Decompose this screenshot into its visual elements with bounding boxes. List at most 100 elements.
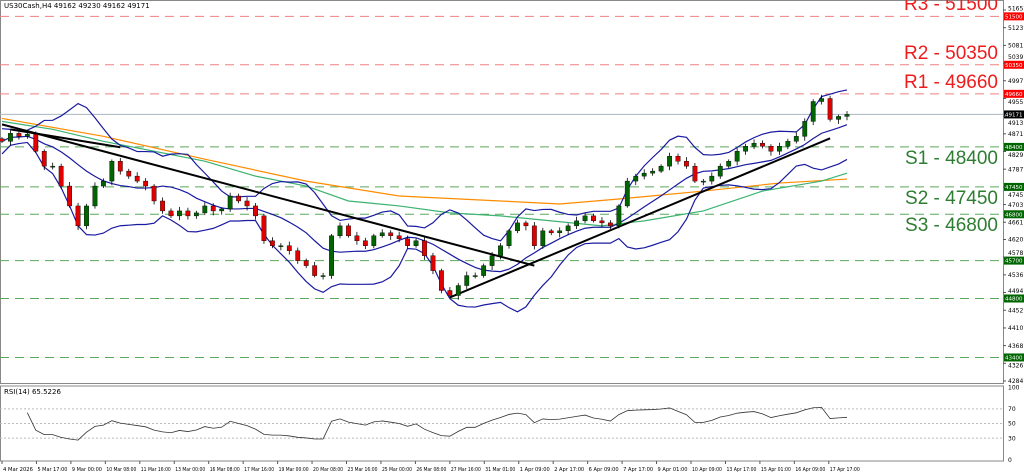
- candle-bullish: [717, 165, 723, 177]
- level-tag-label: 50350: [1005, 63, 1023, 69]
- candle-bullish: [777, 146, 782, 152]
- candle-bullish: [320, 275, 326, 277]
- candle-bullish: [371, 235, 377, 246]
- candle-bearish: [58, 165, 64, 187]
- candle-bearish: [531, 225, 537, 246]
- level-tag-label: 48400: [1005, 145, 1023, 151]
- level-label-r2: R2 - 50350: [903, 42, 998, 64]
- level-tag: [1004, 12, 1024, 21]
- candle-bullish: [726, 160, 732, 167]
- y-tick-label: 51231: [1008, 25, 1024, 32]
- candle-bullish: [582, 215, 588, 222]
- candle-bullish: [641, 172, 647, 177]
- level-label-s2: S2 - 47450: [905, 187, 998, 209]
- candle-bearish: [160, 200, 165, 212]
- candle-bullish: [709, 175, 715, 182]
- x-tick-label: 17 Mar 16:00: [244, 467, 274, 473]
- level-tag-label: 49660: [1005, 92, 1023, 98]
- candle-bearish: [354, 235, 360, 241]
- candle-bullish: [413, 240, 419, 246]
- level-tag: [1004, 210, 1024, 219]
- x-tick-label: 7 Apr 17:00: [623, 467, 653, 473]
- candle-bearish: [599, 220, 605, 224]
- candle-bearish: [388, 232, 394, 237]
- x-tick-label: 16 Mar 08:00: [210, 467, 240, 473]
- candle-bearish: [295, 250, 301, 261]
- x-tick-label: 9 Apr 01:00: [658, 467, 688, 473]
- candle-bullish: [227, 195, 233, 210]
- x-tick-label: 16 Apr 09:00: [795, 467, 825, 473]
- candle-bullish: [481, 265, 487, 276]
- level-tag: [1004, 89, 1024, 98]
- rsi-tick-label: 0: [1008, 457, 1012, 464]
- level-tag: [1004, 353, 1024, 362]
- x-tick-label: 31 Mar 01:00: [485, 467, 515, 473]
- candle-bearish: [0, 138, 5, 142]
- x-tick-label: 23 Mar 16:00: [348, 467, 378, 473]
- candle-bullish: [650, 170, 656, 174]
- candle-bullish: [751, 143, 757, 147]
- candle-bearish: [236, 195, 241, 202]
- y-tick-label: 45361: [1008, 272, 1024, 279]
- y-tick-label: 49551: [1008, 99, 1024, 106]
- candle-bearish: [143, 180, 149, 187]
- candle-bearish: [447, 290, 453, 296]
- candle-bullish: [329, 235, 334, 276]
- candle-bearish: [768, 146, 774, 152]
- candle-bullish: [472, 275, 478, 277]
- candle-bullish: [278, 245, 284, 247]
- candle-bullish: [50, 165, 56, 168]
- candle-bullish: [92, 185, 98, 207]
- level-tag-label: 44800: [1005, 297, 1023, 303]
- candle-bullish: [844, 114, 850, 117]
- candle-bearish: [244, 200, 250, 207]
- candle-bearish: [117, 160, 123, 172]
- y-tick-label: 50811: [1008, 43, 1024, 50]
- x-tick-label: 4 Mar 2026: [3, 467, 33, 473]
- y-tick-label: 49131: [1008, 120, 1024, 127]
- candle-bearish: [134, 175, 140, 182]
- rsi-tick-label: 70: [1008, 406, 1016, 413]
- candle-bearish: [303, 260, 309, 266]
- level-tag-label: 47450: [1005, 185, 1023, 191]
- y-tick-label: 44521: [1008, 307, 1024, 314]
- candle-bearish: [75, 205, 81, 227]
- candle-bullish: [109, 160, 115, 182]
- candle-bearish: [286, 245, 292, 251]
- x-tick-label: 5 Mar 17:00: [37, 467, 67, 473]
- x-tick-label: 9 Mar 00:00: [72, 467, 102, 473]
- candle-bullish: [202, 205, 208, 214]
- candle-bullish: [489, 255, 495, 266]
- candle-bullish: [624, 180, 630, 207]
- candle-bullish: [540, 230, 546, 246]
- ma-orange-line: [1, 117, 848, 205]
- candle-bullish: [8, 133, 13, 142]
- y-tick-label: 44101: [1008, 325, 1024, 332]
- candle-bearish: [312, 265, 318, 276]
- candle-bearish: [185, 210, 191, 217]
- x-tick-label: 13 Mar 00:00: [175, 467, 205, 473]
- candle-bullish: [515, 222, 520, 232]
- candle-bearish: [760, 143, 765, 147]
- x-tick-label: 13 Apr 17:00: [726, 467, 756, 473]
- candle-bullish: [464, 275, 470, 286]
- trendline: [449, 137, 831, 299]
- level-tag-label: 46800: [1005, 212, 1023, 218]
- candle-bearish: [827, 98, 833, 120]
- candle-bullish: [455, 285, 461, 296]
- current-price-tag-label: 49171: [1005, 112, 1023, 118]
- level-tag: [1004, 182, 1024, 191]
- level-tag-label: 51500: [1005, 14, 1023, 20]
- candle-bearish: [523, 222, 529, 227]
- candle-bullish: [616, 205, 622, 227]
- candle-bullish: [24, 134, 30, 137]
- candle-bearish: [422, 240, 427, 256]
- trendline: [10, 128, 121, 149]
- y-tick-label: 46611: [1008, 219, 1024, 226]
- x-tick-label: 10 Mar 08:00: [106, 467, 136, 473]
- rsi-info: RSI(14) 65.5226: [4, 388, 61, 396]
- rsi-tick-label: 30: [1008, 435, 1016, 442]
- y-tick-label: 50391: [1008, 54, 1024, 61]
- candle-bearish: [362, 240, 368, 246]
